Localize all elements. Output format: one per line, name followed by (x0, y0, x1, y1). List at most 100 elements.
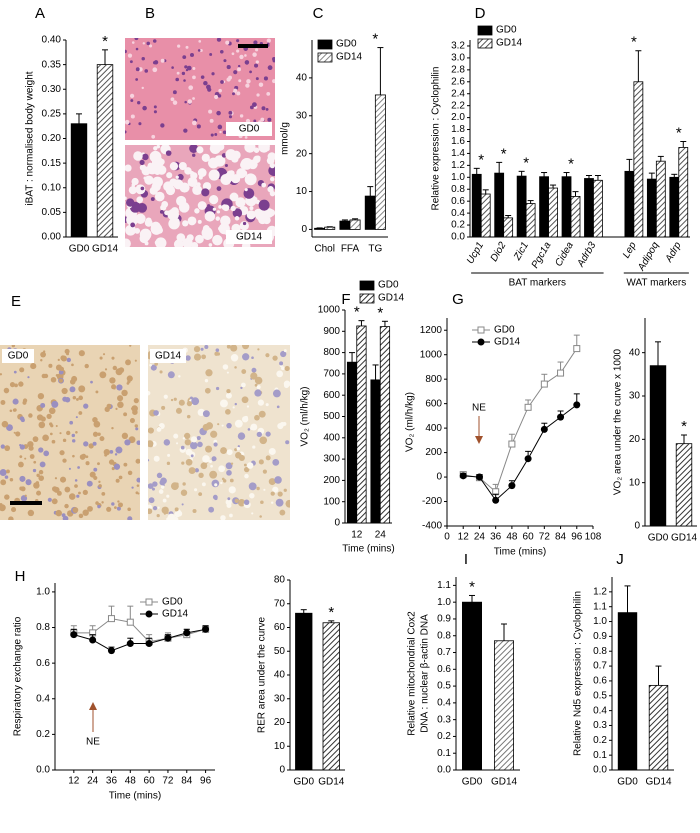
stain (57, 358, 60, 361)
legend-swatch (477, 25, 493, 36)
vacuole (192, 153, 196, 157)
significance-star: * (568, 155, 574, 172)
nucleus (260, 117, 265, 122)
stain (196, 435, 201, 441)
nucleus (196, 124, 201, 129)
nucleus (129, 60, 133, 64)
y-tick-label: 400 (323, 432, 340, 443)
y-axis-label: RER area under the curve (257, 616, 268, 733)
y-tick-label: 400 (425, 423, 442, 434)
x-tick-label: Ucp1 (465, 240, 486, 266)
stain (221, 477, 225, 481)
y-tick-label: 0.10 (42, 182, 62, 193)
stain (230, 354, 239, 362)
nucleus (185, 68, 189, 72)
legend-label: GD14 (336, 52, 363, 63)
stain (4, 475, 9, 479)
nucleus (267, 65, 273, 71)
bar (339, 220, 351, 230)
y-tick-label: 300 (323, 454, 340, 465)
y-tick-label: 700 (323, 369, 340, 380)
nucleus (209, 118, 214, 123)
y-tick-label: 0.9 (593, 631, 607, 642)
vacuole (253, 155, 261, 164)
stain (41, 373, 47, 379)
nucleus (256, 93, 260, 97)
stain (156, 513, 160, 518)
stain (232, 406, 235, 409)
stain (83, 441, 89, 447)
nucleus (177, 44, 181, 48)
stain (248, 482, 257, 491)
stain (246, 405, 250, 408)
nucleus (135, 78, 139, 81)
stain (20, 486, 26, 492)
nucleus (236, 91, 241, 96)
stain (244, 473, 249, 479)
stain (257, 399, 265, 406)
vacuole (221, 204, 228, 211)
stain (186, 400, 193, 407)
stain (134, 359, 137, 362)
x-tick-label: 48 (506, 532, 518, 543)
bar (370, 379, 381, 524)
y-tick-label: 200 (323, 475, 340, 486)
nucleus (170, 97, 175, 102)
nucleus (252, 52, 257, 57)
nucleus (125, 119, 130, 125)
y-tick-label: 3.2 (451, 41, 465, 52)
y-tick-label: 0.8 (451, 184, 465, 195)
stain (190, 396, 193, 400)
nucleus (266, 38, 271, 43)
stain (9, 477, 14, 482)
panel-letter: G (452, 291, 464, 308)
stain (194, 488, 198, 492)
nucleus (190, 52, 194, 57)
nucleus (261, 106, 266, 111)
stain (220, 481, 223, 485)
stain (37, 392, 45, 400)
nucleus (223, 59, 227, 63)
nucleus (266, 91, 271, 96)
stain (180, 445, 185, 450)
stain (113, 463, 121, 470)
vacuole (125, 224, 136, 236)
stain (12, 398, 19, 405)
y-tick-label: 40 (274, 670, 286, 681)
y-tick-label: 0.6 (451, 196, 465, 207)
stain (234, 402, 237, 406)
stain (75, 416, 78, 419)
nucleus (253, 119, 257, 123)
stain (127, 516, 133, 520)
point (475, 473, 483, 481)
nucleus (130, 114, 135, 119)
y-tick-label: 800 (323, 347, 340, 358)
vacuole (231, 155, 239, 163)
stain (13, 370, 17, 374)
image-label: GD0 (239, 124, 260, 135)
nucleus (236, 39, 240, 43)
nucleus (160, 123, 165, 128)
stain (82, 489, 88, 495)
x-tick-label: 24 (87, 776, 99, 787)
y-tick-label: 0.0 (593, 765, 607, 776)
y-tick-label: 600 (425, 398, 442, 409)
legend-label: GD14 (162, 609, 189, 620)
stain (49, 432, 53, 436)
stain (3, 387, 10, 394)
point (573, 345, 581, 353)
nucleus (192, 66, 196, 70)
y-tick-label: 600 (323, 390, 340, 401)
y-axis-label: Respiratory exchange ratio (13, 616, 24, 736)
point (508, 482, 516, 490)
x-tick-label: GD0 (69, 244, 90, 255)
stain (193, 346, 201, 353)
bar (584, 178, 594, 238)
stain (260, 500, 264, 505)
x-tick-label: 12 (351, 530, 363, 541)
stain (247, 428, 251, 431)
stain (19, 416, 25, 421)
vacuole (144, 175, 154, 185)
x-tick-label: Zic1 (512, 240, 531, 263)
